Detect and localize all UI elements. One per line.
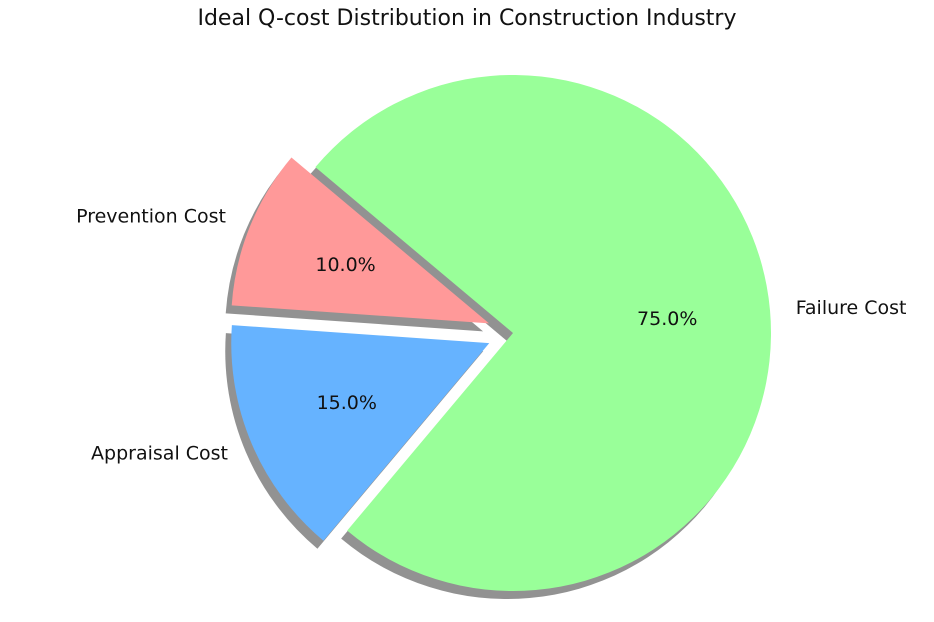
failure-cost-percent-label: 75.0% [637,308,697,330]
appraisal-cost-category-label: Appraisal Cost [91,442,228,464]
prevention-cost-percent-label: 10.0% [315,254,375,276]
prevention-cost-slice [231,157,490,324]
failure-cost-slice [315,74,771,591]
appraisal-cost-slice [231,325,490,541]
failure-cost-category-label: Failure Cost [796,297,907,319]
chart-title: Ideal Q-cost Distribution in Constructio… [197,6,737,31]
appraisal-cost-percent-label: 15.0% [317,392,377,414]
pie-slices [231,74,771,591]
pie-labels: 10.0% Prevention Cost 15.0% Appraisal Cost 7… [76,206,906,465]
prevention-cost-category-label: Prevention Cost [76,206,226,228]
